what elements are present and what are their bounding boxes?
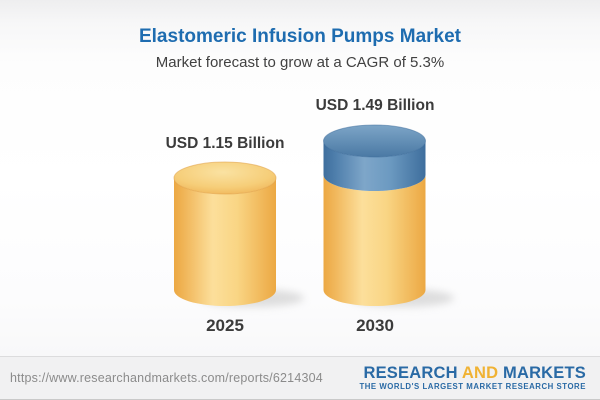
- cylinder-2030-top: [323, 124, 426, 158]
- logo-word-research: RESEARCH: [363, 363, 462, 382]
- logo-wordmark: RESEARCH AND MARKETS: [359, 365, 586, 382]
- category-label-2025: 2025: [206, 316, 244, 335]
- logo-word-markets: MARKETS: [498, 363, 586, 382]
- logo-tagline: THE WORLD'S LARGEST MARKET RESEARCH STOR…: [359, 382, 586, 392]
- cylinder-2025-body: [174, 178, 276, 306]
- value-label-2030: USD 1.49 Billion: [315, 97, 435, 114]
- category-label-2030: 2030: [356, 316, 394, 335]
- cylinder-2025-top: [173, 161, 277, 195]
- logo-word-and: AND: [461, 363, 499, 382]
- chart-header: Elastomeric Infusion Pumps Market Market…: [0, 0, 600, 71]
- cylinder-2030-growth-segment: [323, 141, 426, 191]
- report-url[interactable]: https://www.researchandmarkets.com/repor…: [10, 371, 323, 385]
- cylinder-2030-base-segment: [323, 175, 426, 306]
- cylinder-2025: [173, 161, 277, 306]
- cylinder-2030: [323, 124, 426, 306]
- value-label-2025: USD 1.15 Billion: [165, 135, 285, 152]
- page-title: Elastomeric Infusion Pumps Market: [138, 26, 462, 47]
- research-and-markets-logo[interactable]: RESEARCH AND MARKETS THE WORLD'S LARGEST…: [359, 365, 586, 391]
- footer-bar: https://www.researchandmarkets.com/repor…: [0, 356, 600, 399]
- page-subtitle: Market forecast to grow at a CAGR of 5.3…: [155, 54, 445, 71]
